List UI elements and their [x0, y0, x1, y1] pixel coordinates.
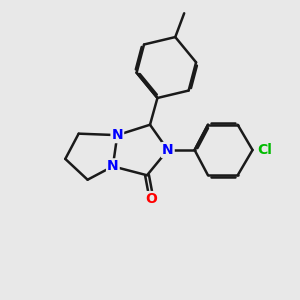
Text: N: N	[107, 159, 119, 173]
Text: Cl: Cl	[258, 143, 272, 157]
Text: N: N	[112, 128, 123, 142]
Text: N: N	[162, 143, 174, 157]
Text: O: O	[146, 192, 158, 206]
